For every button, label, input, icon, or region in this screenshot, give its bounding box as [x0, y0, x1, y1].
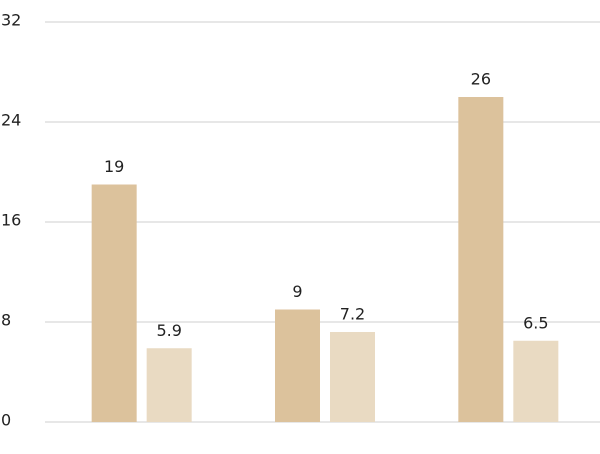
value-label: 9: [292, 282, 302, 301]
value-label: 26: [471, 70, 491, 89]
bar: [275, 309, 320, 422]
value-label: 6.5: [523, 313, 548, 332]
bar: [513, 340, 559, 422]
y-tick-label: 24: [1, 111, 21, 130]
bar: [330, 332, 375, 422]
bar: [458, 97, 504, 422]
bar: [146, 348, 192, 422]
y-tick-label: 8: [1, 311, 11, 330]
y-tick-label: 0: [1, 411, 11, 430]
y-tick-label: 16: [1, 211, 21, 230]
value-label: 19: [104, 157, 124, 176]
value-label: 7.2: [340, 305, 365, 324]
bar: [91, 184, 137, 422]
y-tick-label: 32: [1, 11, 21, 30]
value-label: 5.9: [156, 321, 181, 340]
